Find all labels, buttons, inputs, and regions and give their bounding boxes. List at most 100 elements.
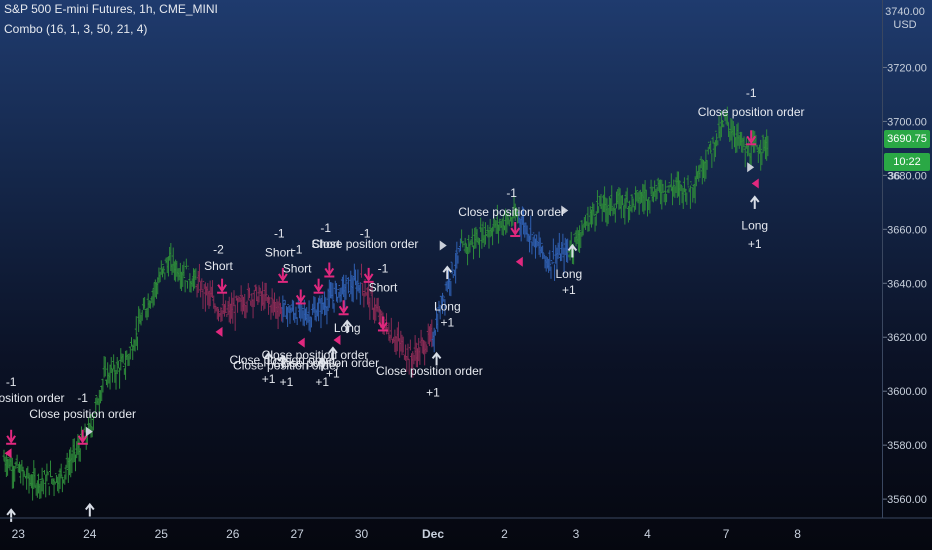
order-label: -1: [746, 86, 757, 100]
price-tick-label: 3720.00: [887, 62, 927, 74]
buy-arrow-head-icon: [317, 357, 327, 365]
price-scale[interactable]: [882, 0, 932, 518]
top-price-label: 3740.00: [885, 6, 925, 18]
sell-arrow-head-icon: [278, 273, 288, 282]
price-tick-label: 3640.00: [887, 278, 927, 290]
order-label: Long: [555, 267, 582, 281]
exit-flag-icon: [439, 240, 447, 251]
entry-flag-icon: [215, 326, 223, 337]
order-label: Short: [369, 280, 398, 294]
symbol-title[interactable]: S&P 500 E-mini Futures, 1h, CME_MINI: [4, 2, 218, 16]
time-tick-label: 25: [155, 527, 169, 541]
buy-arrow-head-icon: [278, 354, 288, 362]
time-tick-label: 30: [355, 527, 369, 541]
order-label: Close position order: [376, 364, 483, 378]
time-tick-label: 8: [794, 527, 801, 541]
order-label: +1: [315, 375, 329, 389]
order-label: -1: [320, 221, 331, 235]
price-tick-label: 3680.00: [887, 170, 927, 182]
order-label: +1: [426, 386, 440, 400]
order-label: +1: [748, 237, 762, 251]
buy-arrow-head-icon: [567, 243, 578, 252]
price-tick-label: 3700.00: [887, 116, 927, 128]
time-tick-label: Dec: [422, 527, 444, 541]
order-label: +1: [326, 367, 340, 381]
sell-arrow-head-icon: [6, 435, 16, 444]
time-tick-label: 27: [290, 527, 304, 541]
order-label: Close position order: [233, 359, 340, 373]
entry-flag-icon: [751, 178, 759, 189]
entry-flag-icon: [515, 256, 523, 267]
countdown-tag: 10:22: [884, 153, 930, 171]
order-label: +1: [280, 375, 294, 389]
buy-arrow-head-icon: [442, 265, 453, 273]
time-tick-label: 2: [501, 527, 508, 541]
currency-label[interactable]: 3740.00 USD: [885, 6, 925, 32]
order-label: -1: [506, 186, 517, 200]
time-tick-label: 3: [573, 527, 580, 541]
time-axis: 23 24 25 26 27 30 Dec 2 3 4 7 8: [12, 527, 802, 541]
order-label: Long: [334, 321, 361, 335]
order-label: -1: [77, 391, 88, 405]
buy-arrow-head-icon: [263, 351, 274, 360]
sell-arrow-head-icon: [324, 267, 335, 277]
order-label: Close position order: [262, 348, 369, 362]
price-tick-label-partial: 36: [888, 170, 900, 182]
sell-arrow-head-icon: [378, 321, 388, 331]
price-tick-label: 3660.00: [887, 224, 927, 236]
sell-arrow-head-icon: [313, 284, 324, 293]
sell-arrow-head-icon: [77, 435, 88, 444]
buy-arrow-head-icon: [328, 346, 338, 354]
order-label: +1: [440, 315, 454, 329]
sell-arrow-head-icon: [295, 294, 306, 304]
exit-flag-icon: [561, 205, 569, 216]
entry-flag-icon: [333, 334, 341, 345]
entry-flag-icon: [4, 448, 12, 459]
order-label: Close position order: [698, 105, 805, 119]
indicator-title[interactable]: Combo (16, 1, 3, 50, 21, 4): [4, 22, 148, 36]
exit-flag-icon: [85, 426, 93, 437]
sell-arrow-head-icon: [746, 135, 757, 145]
order-label: -1: [292, 243, 303, 257]
buy-arrow-head-icon: [85, 502, 95, 511]
order-markers: [4, 130, 760, 522]
order-label: +1: [562, 283, 576, 297]
time-tick-label: 24: [83, 527, 97, 541]
sell-arrow-head-icon: [338, 305, 349, 315]
time-tick-label: 23: [12, 527, 26, 541]
order-label: Close position order: [458, 205, 565, 219]
candle-series: [2, 106, 769, 501]
price-axis: 3560.00 3580.00 3600.00 3620.00 3640.00 3660.…: [883, 62, 927, 506]
order-label: Close position order: [229, 353, 336, 367]
order-label: Short: [204, 259, 233, 273]
order-label: +1: [262, 372, 276, 386]
buy-arrow-head-icon: [342, 319, 352, 327]
order-label: Close position order: [29, 407, 136, 421]
buy-arrow-head-icon: [6, 508, 16, 516]
buy-arrow-head-icon: [749, 195, 760, 203]
last-price-tag: 3690.75: [884, 130, 930, 148]
currency-code: USD: [893, 19, 917, 31]
order-label: Close position order: [0, 391, 65, 405]
order-label: -1: [6, 375, 17, 389]
time-tick-label: 7: [723, 527, 730, 541]
order-label: -1: [274, 226, 285, 240]
exit-flag-icon: [747, 162, 755, 173]
buy-arrow-head-icon: [431, 351, 442, 360]
order-label: Close position order: [312, 237, 419, 251]
sell-arrow-head-icon: [510, 227, 521, 236]
price-tick-label: 3580.00: [887, 440, 927, 452]
price-tick-label: 3600.00: [887, 386, 927, 398]
order-label: Short: [283, 261, 312, 275]
order-label: -1: [378, 261, 389, 275]
sell-arrow-head-icon: [217, 284, 227, 293]
order-label: Short: [265, 245, 294, 259]
order-label: Short: [311, 237, 340, 251]
order-label: -1: [360, 226, 371, 240]
order-label: Long: [434, 299, 461, 313]
price-tick-label: 3620.00: [887, 332, 927, 344]
price-tick-label: 3560.00: [887, 494, 927, 506]
time-tick-label: 4: [644, 527, 651, 541]
